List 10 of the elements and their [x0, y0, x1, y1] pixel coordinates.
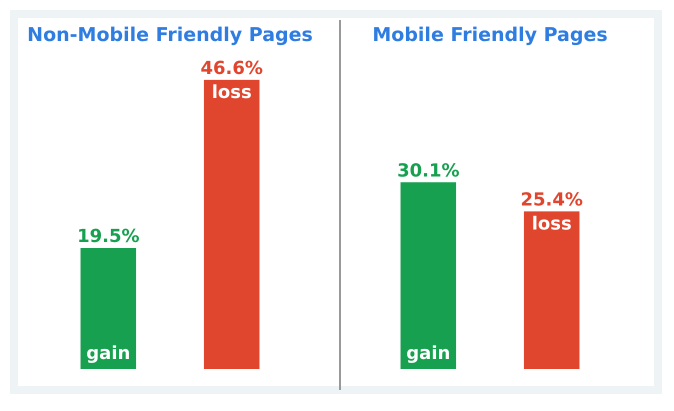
data-label: 19.5% [77, 226, 140, 248]
chart-title: Mobile Friendly Pages [372, 24, 608, 46]
data-label: 46.6% [200, 58, 263, 79]
data-label: 30.1% [397, 160, 460, 182]
annotation: loss [212, 82, 252, 103]
annotation: loss [532, 213, 572, 234]
data-label: 25.4% [520, 189, 583, 210]
chart-title: Non-Mobile Friendly Pages [27, 24, 313, 46]
annotation: gain [406, 343, 450, 364]
annotation: gain [86, 343, 130, 364]
